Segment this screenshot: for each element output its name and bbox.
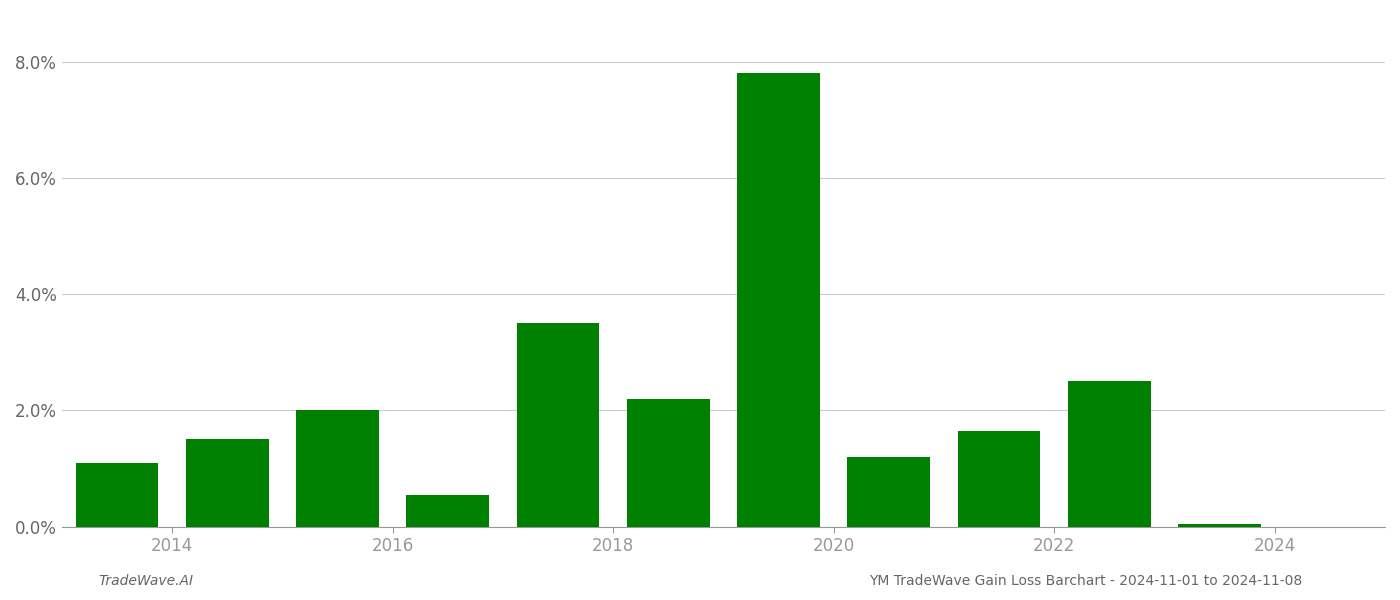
Bar xyxy=(76,463,158,527)
Bar xyxy=(406,494,489,527)
Bar xyxy=(1068,381,1151,527)
Bar xyxy=(627,398,710,527)
Bar xyxy=(1179,524,1261,527)
Bar xyxy=(847,457,930,527)
Text: YM TradeWave Gain Loss Barchart - 2024-11-01 to 2024-11-08: YM TradeWave Gain Loss Barchart - 2024-1… xyxy=(869,574,1302,588)
Text: TradeWave.AI: TradeWave.AI xyxy=(98,574,193,588)
Bar xyxy=(738,73,820,527)
Bar xyxy=(297,410,379,527)
Bar xyxy=(517,323,599,527)
Bar xyxy=(186,439,269,527)
Bar xyxy=(958,431,1040,527)
